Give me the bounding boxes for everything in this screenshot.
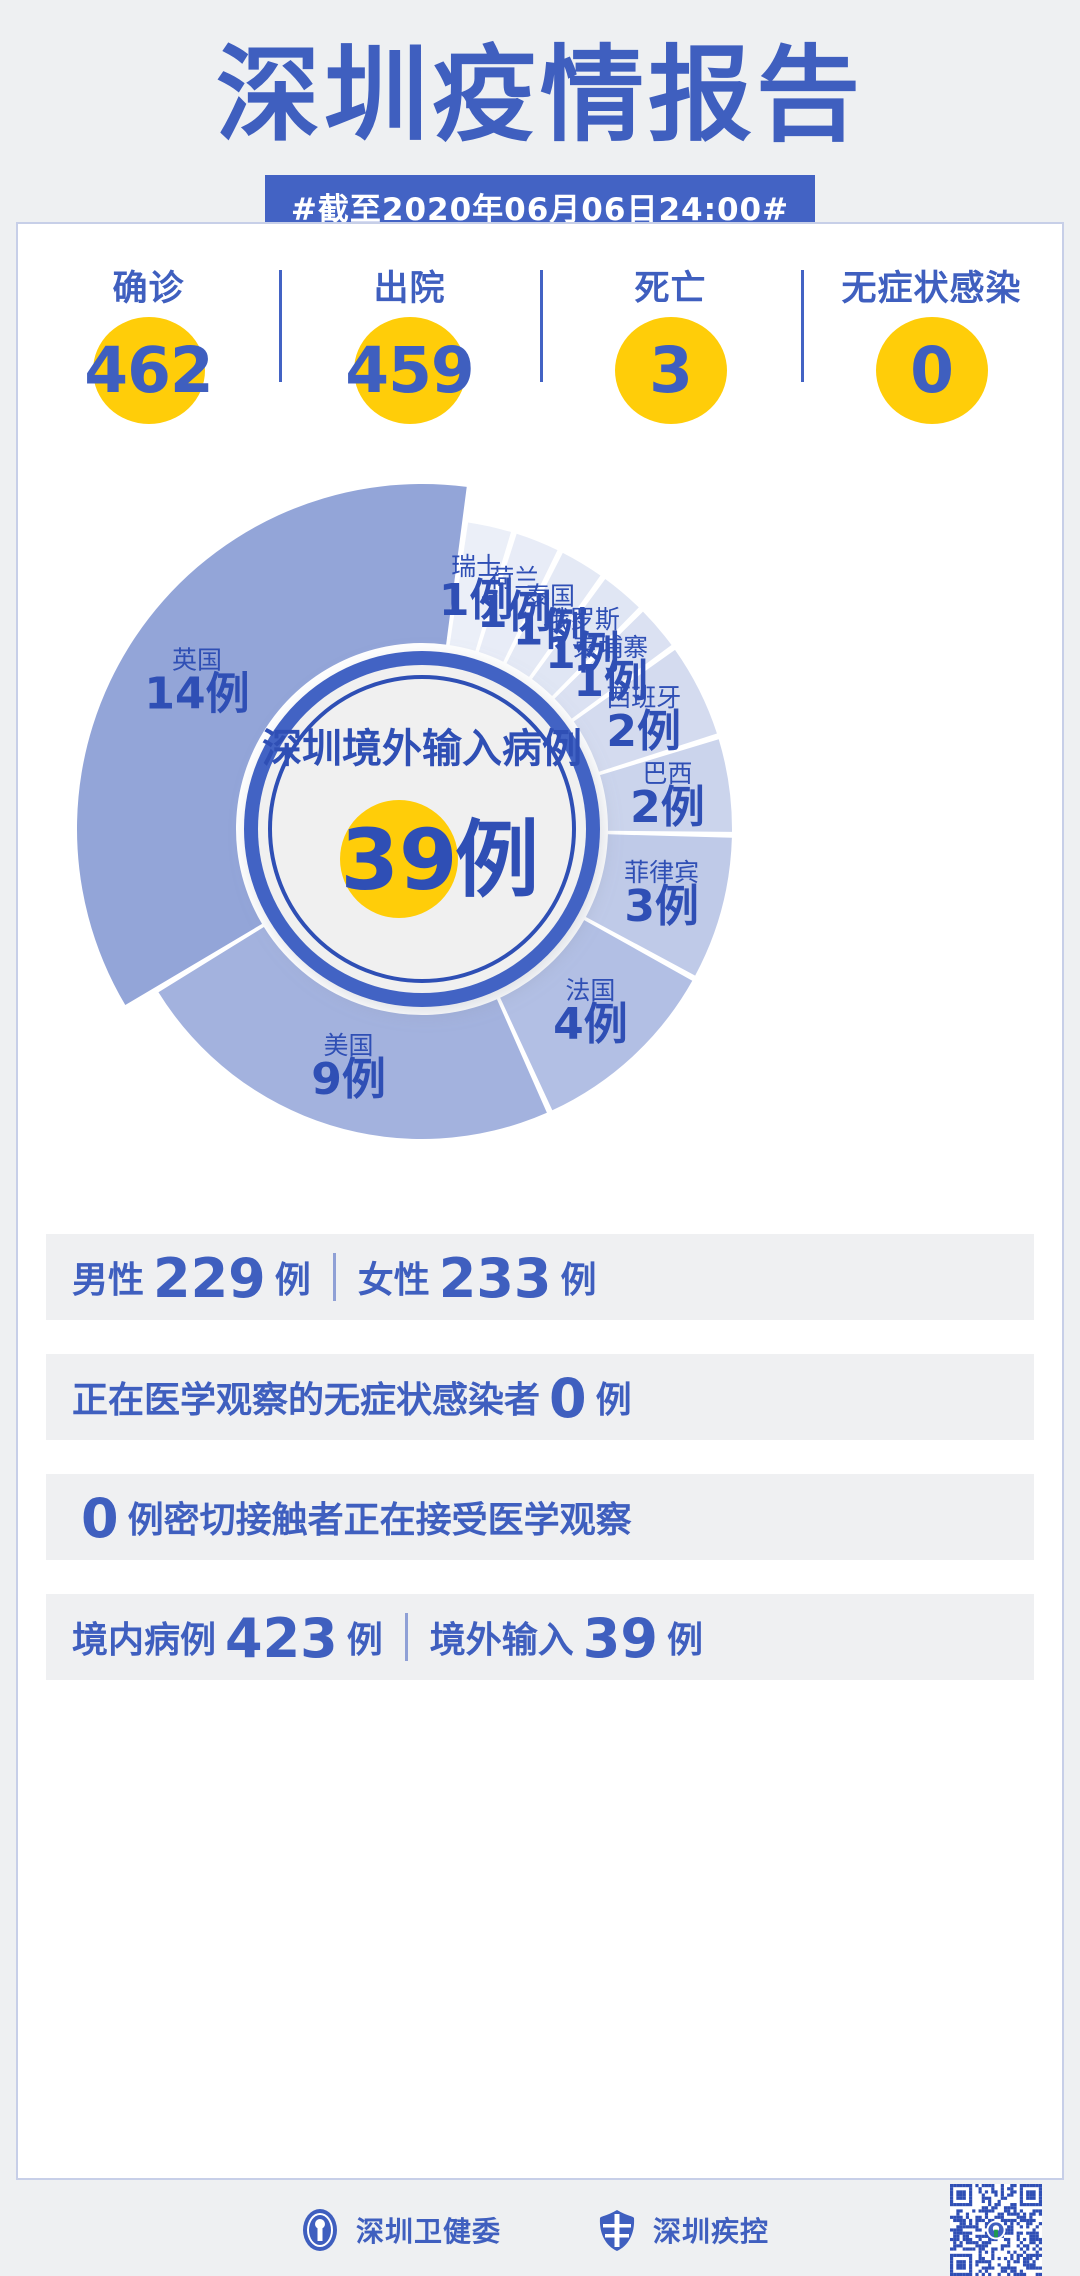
bar-value: 233 xyxy=(438,1247,552,1310)
main-card: 确诊 462 出院 459 死亡 3 无症状感染 0 xyxy=(16,222,1064,2180)
segment-count-label: 4例 xyxy=(553,999,628,1050)
donut-center-unit: 例 xyxy=(455,811,539,909)
segment-count-label: 1例 xyxy=(477,587,552,638)
bar-label: 例 xyxy=(666,1620,703,1661)
segment-count-label: 2例 xyxy=(606,706,681,757)
org-logo-cdc: 深圳疾控 xyxy=(597,2208,769,2252)
stat-deaths: 死亡 3 xyxy=(540,260,801,424)
donut-segment[interactable] xyxy=(77,484,467,1006)
bar-divider xyxy=(404,1613,408,1661)
bar-gender: 男性 229 例女性 233 例 xyxy=(46,1234,1034,1320)
stat-value: 3 xyxy=(649,334,693,407)
segment-count-label: 2例 xyxy=(630,782,705,833)
segment-country-label: 俄罗斯 xyxy=(545,605,620,634)
segment-country-label: 菲律宾 xyxy=(624,858,699,887)
org-logo-health-commission: 深圳卫健委 xyxy=(300,2208,501,2252)
bar-value: 229 xyxy=(153,1247,266,1310)
bar-domestic-imported: 境内病例 423 例境外输入 39 例 xyxy=(46,1594,1034,1680)
bar-label: 男性 xyxy=(72,1260,145,1301)
bar-value: 0 xyxy=(81,1487,119,1550)
donut-svg: 瑞士1例荷兰1例泰国1例俄罗斯1例柬埔寨1例西班牙2例巴西2例菲律宾3例法国4例… xyxy=(77,484,732,1139)
bar-value: 39 xyxy=(582,1607,658,1670)
stat-asymptomatic: 无症状感染 0 xyxy=(801,260,1062,424)
stat-value: 462 xyxy=(84,334,214,407)
donut-segment[interactable] xyxy=(585,834,732,976)
donut-segment[interactable] xyxy=(158,926,547,1139)
info-bars: 男性 229 例女性 233 例 正在医学观察的无症状感染者 0 例 0 例密切接触者正在接受… xyxy=(18,1234,1062,1680)
donut-segment[interactable] xyxy=(554,611,672,719)
stat-value: 459 xyxy=(345,334,475,407)
donut-segment[interactable] xyxy=(600,739,732,832)
bar-label: 例 xyxy=(346,1620,383,1661)
stat-bubble: 462 xyxy=(84,317,214,424)
donut-segment[interactable] xyxy=(506,552,601,677)
donut-segment[interactable] xyxy=(573,649,717,772)
bar-value: 0 xyxy=(549,1367,587,1430)
stat-confirmed: 确诊 462 xyxy=(18,260,279,424)
bar-label: 例密切接触者正在接受医学观察 xyxy=(127,1500,632,1541)
segment-count-label: 9例 xyxy=(311,1054,386,1105)
segment-count-label: 1例 xyxy=(545,628,620,679)
imported-cases-donut-chart: 瑞士 1例 荷兰 1例 泰国 1例 俄罗斯 1例 柬埔寨 1例 西班牙 2例 巴西 2例 菲律宾 3例 法国 4例… xyxy=(18,434,1066,1224)
bar-close-contacts: 0 例密切接触者正在接受医学观察 xyxy=(46,1474,1034,1560)
cdc-shield-icon xyxy=(599,2210,635,2251)
segment-count-label: 1例 xyxy=(573,656,648,707)
segment-country-label: 荷兰 xyxy=(489,564,539,593)
bar-label: 境内病例 xyxy=(72,1620,217,1661)
segment-country-label: 西班牙 xyxy=(606,683,681,712)
donut-center-value: 39 xyxy=(341,811,458,909)
bar-label: 例 xyxy=(560,1260,597,1301)
segment-country-label: 巴西 xyxy=(642,759,692,788)
donut-center-highlight xyxy=(340,800,458,918)
summary-stats-row: 确诊 462 出院 459 死亡 3 无症状感染 0 xyxy=(18,224,1062,424)
segment-country-label: 法国 xyxy=(565,976,615,1005)
bar-divider xyxy=(332,1253,336,1301)
org-name: 深圳疾控 xyxy=(653,2215,770,2248)
bar-value: 423 xyxy=(225,1607,338,1670)
page-header: 深圳疫情报告 #截至2020年06月06日24:00# xyxy=(0,0,1080,239)
qr-code[interactable] xyxy=(950,2184,1042,2276)
segment-count-label: 1例 xyxy=(439,575,514,626)
stat-label: 死亡 xyxy=(634,269,707,309)
stat-value: 0 xyxy=(910,334,954,407)
bar-asymptomatic-observation: 正在医学观察的无症状感染者 0 例 xyxy=(46,1354,1034,1440)
segment-country-label: 泰国 xyxy=(525,582,575,611)
donut-center-title: 深圳境外输入病例 xyxy=(262,726,582,772)
bar-label: 例 xyxy=(274,1260,311,1301)
stat-bubble: 459 xyxy=(345,317,475,424)
stat-label: 确诊 xyxy=(112,269,185,309)
segment-count-label: 14例 xyxy=(144,669,249,720)
stat-label: 出院 xyxy=(373,269,446,309)
stat-discharged: 出院 459 xyxy=(279,260,540,424)
page-footer: 深圳卫健委 深圳疾控 xyxy=(0,2184,1080,2276)
stat-bubble: 0 xyxy=(875,317,988,424)
donut-segment[interactable] xyxy=(500,920,693,1111)
health-commission-emblem-icon xyxy=(303,2209,337,2251)
donut-segment[interactable] xyxy=(531,578,639,697)
bar-label: 女性 xyxy=(357,1260,430,1301)
stat-label: 无症状感染 xyxy=(841,269,1022,309)
stat-bubble: 3 xyxy=(614,317,727,424)
page-title: 深圳疫情报告 xyxy=(215,34,864,156)
org-name: 深圳卫健委 xyxy=(356,2215,502,2248)
donut-segment[interactable] xyxy=(449,522,511,651)
segment-count-label: 1例 xyxy=(513,605,588,656)
donut-segment[interactable] xyxy=(478,533,558,662)
segment-country-label: 瑞士 xyxy=(451,552,501,581)
segment-country-label: 英国 xyxy=(172,646,222,675)
bar-label: 例 xyxy=(595,1380,632,1421)
segment-country-label: 美国 xyxy=(324,1031,374,1060)
bar-label: 正在医学观察的无症状感染者 xyxy=(72,1380,541,1421)
bar-label: 境外输入 xyxy=(429,1620,574,1661)
segment-count-label: 3例 xyxy=(624,881,699,932)
donut-segments xyxy=(77,484,732,1139)
segment-country-label: 柬埔寨 xyxy=(573,633,648,662)
donut-segment-labels: 瑞士1例荷兰1例泰国1例俄罗斯1例柬埔寨1例西班牙2例巴西2例菲律宾3例法国4例… xyxy=(144,552,704,1105)
